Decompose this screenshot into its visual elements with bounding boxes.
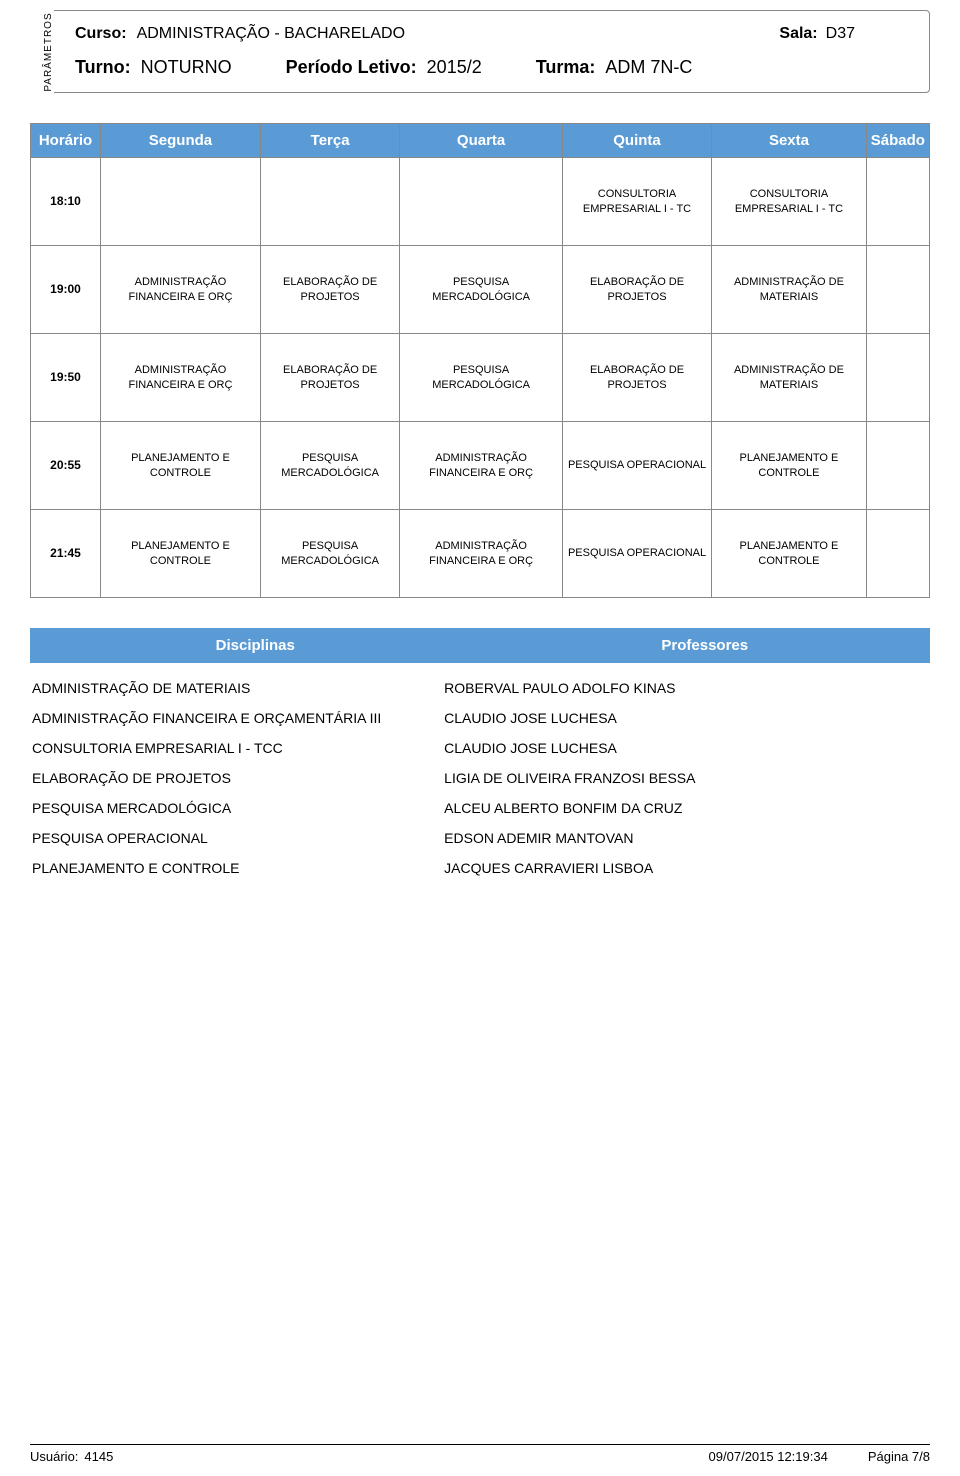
- usuario-value: 4145: [84, 1449, 113, 1464]
- turno-value: NOTURNO: [141, 57, 232, 78]
- schedule-row: 21:45PLANEJAMENTO E CONTROLEPESQUISA MER…: [31, 510, 930, 598]
- schedule-row: 18:10 CONSULTORIA EMPRESARIAL I - TCCONSU…: [31, 158, 930, 246]
- turma-label: Turma:: [536, 57, 596, 78]
- schedule-cell: CONSULTORIA EMPRESARIAL I - TC: [562, 158, 711, 246]
- schedule-cell: ADMINISTRAÇÃO FINANCEIRA E ORÇ: [101, 246, 261, 334]
- professor-name: JACQUES CARRAVIERI LISBOA: [444, 860, 928, 876]
- footer-timestamp: 09/07/2015 12:19:34: [709, 1449, 828, 1464]
- schedule-row: 19:00ADMINISTRAÇÃO FINANCEIRA E ORÇELABO…: [31, 246, 930, 334]
- schedule-cell: ADMINISTRAÇÃO DE MATERIAIS: [712, 334, 867, 422]
- time-cell: 20:55: [31, 422, 101, 510]
- schedule-cell: CONSULTORIA EMPRESARIAL I - TC: [712, 158, 867, 246]
- schedule-cell: ADMINISTRAÇÃO FINANCEIRA E ORÇ: [101, 334, 261, 422]
- turma-value: ADM 7N-C: [605, 57, 692, 78]
- schedule-cell: ADMINISTRAÇÃO FINANCEIRA E ORÇ: [400, 422, 563, 510]
- schedule-cell: [866, 158, 929, 246]
- discipline-row: CONSULTORIA EMPRESARIAL I - TCCCLAUDIO J…: [30, 733, 930, 763]
- discipline-row: ADMINISTRAÇÃO FINANCEIRA E ORÇAMENTÁRIA …: [30, 703, 930, 733]
- periodo-value: 2015/2: [427, 57, 482, 78]
- discipline-name: ELABORAÇÃO DE PROJETOS: [32, 770, 444, 786]
- periodo-label: Período Letivo:: [286, 57, 417, 78]
- schedule-cell: PLANEJAMENTO E CONTROLE: [101, 422, 261, 510]
- col-quarta: Quarta: [400, 124, 563, 158]
- schedule-cell: ELABORAÇÃO DE PROJETOS: [562, 246, 711, 334]
- footer-page: Página 7/8: [868, 1449, 930, 1464]
- time-cell: 18:10: [31, 158, 101, 246]
- schedule-cell: ELABORAÇÃO DE PROJETOS: [260, 246, 399, 334]
- time-cell: 19:00: [31, 246, 101, 334]
- sala-value: D37: [826, 25, 855, 43]
- professor-name: ALCEU ALBERTO BONFIM DA CRUZ: [444, 800, 928, 816]
- time-cell: 19:50: [31, 334, 101, 422]
- discipline-name: PESQUISA MERCADOLÓGICA: [32, 800, 444, 816]
- discipline-name: ADMINISTRAÇÃO FINANCEIRA E ORÇAMENTÁRIA …: [32, 710, 444, 726]
- col-sabado: Sábado: [866, 124, 929, 158]
- schedule-cell: ADMINISTRAÇÃO FINANCEIRA E ORÇ: [400, 510, 563, 598]
- parameters-box: PARÂMETROS Curso: ADMINISTRAÇÃO - BACHAR…: [48, 10, 930, 93]
- professor-name: LIGIA DE OLIVEIRA FRANZOSI BESSA: [444, 770, 928, 786]
- col-horario: Horário: [31, 124, 101, 158]
- col-sexta: Sexta: [712, 124, 867, 158]
- curso-value: ADMINISTRAÇÃO - BACHARELADO: [137, 25, 405, 43]
- schedule-cell: ADMINISTRAÇÃO DE MATERIAIS: [712, 246, 867, 334]
- schedule-cell: PESQUISA MERCADOLÓGICA: [260, 422, 399, 510]
- disciplines-rows: ADMINISTRAÇÃO DE MATERIAISROBERVAL PAULO…: [30, 673, 930, 883]
- professor-name: EDSON ADEMIR MANTOVAN: [444, 830, 928, 846]
- schedule-cell: PESQUISA MERCADOLÓGICA: [400, 246, 563, 334]
- schedule-cell: [260, 158, 399, 246]
- discipline-name: CONSULTORIA EMPRESARIAL I - TCC: [32, 740, 444, 756]
- schedule-cell: PLANEJAMENTO E CONTROLE: [712, 510, 867, 598]
- schedule-row: 20:55PLANEJAMENTO E CONTROLEPESQUISA MER…: [31, 422, 930, 510]
- page-footer: Usuário: 4145 09/07/2015 12:19:34 Página…: [30, 1444, 930, 1464]
- schedule-cell: PLANEJAMENTO E CONTROLE: [712, 422, 867, 510]
- schedule-cell: [101, 158, 261, 246]
- discipline-row: PESQUISA OPERACIONALEDSON ADEMIR MANTOVA…: [30, 823, 930, 853]
- disciplinas-header: Disciplinas: [31, 629, 481, 663]
- col-quinta: Quinta: [562, 124, 711, 158]
- curso-label: Curso:: [75, 25, 127, 43]
- schedule-cell: [866, 334, 929, 422]
- professores-header: Professores: [480, 629, 930, 663]
- discipline-row: ADMINISTRAÇÃO DE MATERIAISROBERVAL PAULO…: [30, 673, 930, 703]
- professor-name: CLAUDIO JOSE LUCHESA: [444, 710, 928, 726]
- professor-name: CLAUDIO JOSE LUCHESA: [444, 740, 928, 756]
- turno-label: Turno:: [75, 57, 131, 78]
- schedule-table: Horário Segunda Terça Quarta Quinta Sext…: [30, 123, 930, 598]
- time-cell: 21:45: [31, 510, 101, 598]
- schedule-cell: ELABORAÇÃO DE PROJETOS: [260, 334, 399, 422]
- schedule-header-row: Horário Segunda Terça Quarta Quinta Sext…: [31, 124, 930, 158]
- discipline-name: ADMINISTRAÇÃO DE MATERIAIS: [32, 680, 444, 696]
- professor-name: ROBERVAL PAULO ADOLFO KINAS: [444, 680, 928, 696]
- schedule-cell: PESQUISA OPERACIONAL: [562, 422, 711, 510]
- schedule-cell: PESQUISA OPERACIONAL: [562, 510, 711, 598]
- side-label: PARÂMETROS: [43, 8, 54, 95]
- schedule-cell: [866, 422, 929, 510]
- schedule-cell: [866, 246, 929, 334]
- schedule-cell: ELABORAÇÃO DE PROJETOS: [562, 334, 711, 422]
- sala-label: Sala:: [779, 25, 817, 43]
- schedule-row: 19:50ADMINISTRAÇÃO FINANCEIRA E ORÇELABO…: [31, 334, 930, 422]
- discipline-name: PESQUISA OPERACIONAL: [32, 830, 444, 846]
- schedule-cell: [866, 510, 929, 598]
- schedule-cell: PESQUISA MERCADOLÓGICA: [260, 510, 399, 598]
- usuario-label: Usuário:: [30, 1449, 78, 1464]
- col-terca: Terça: [260, 124, 399, 158]
- schedule-cell: [400, 158, 563, 246]
- discipline-row: ELABORAÇÃO DE PROJETOSLIGIA DE OLIVEIRA …: [30, 763, 930, 793]
- disciplines-header-table: Disciplinas Professores: [30, 628, 930, 663]
- schedule-cell: PLANEJAMENTO E CONTROLE: [101, 510, 261, 598]
- col-segunda: Segunda: [101, 124, 261, 158]
- discipline-row: PLANEJAMENTO E CONTROLEJACQUES CARRAVIER…: [30, 853, 930, 883]
- discipline-row: PESQUISA MERCADOLÓGICAALCEU ALBERTO BONF…: [30, 793, 930, 823]
- discipline-name: PLANEJAMENTO E CONTROLE: [32, 860, 444, 876]
- schedule-cell: PESQUISA MERCADOLÓGICA: [400, 334, 563, 422]
